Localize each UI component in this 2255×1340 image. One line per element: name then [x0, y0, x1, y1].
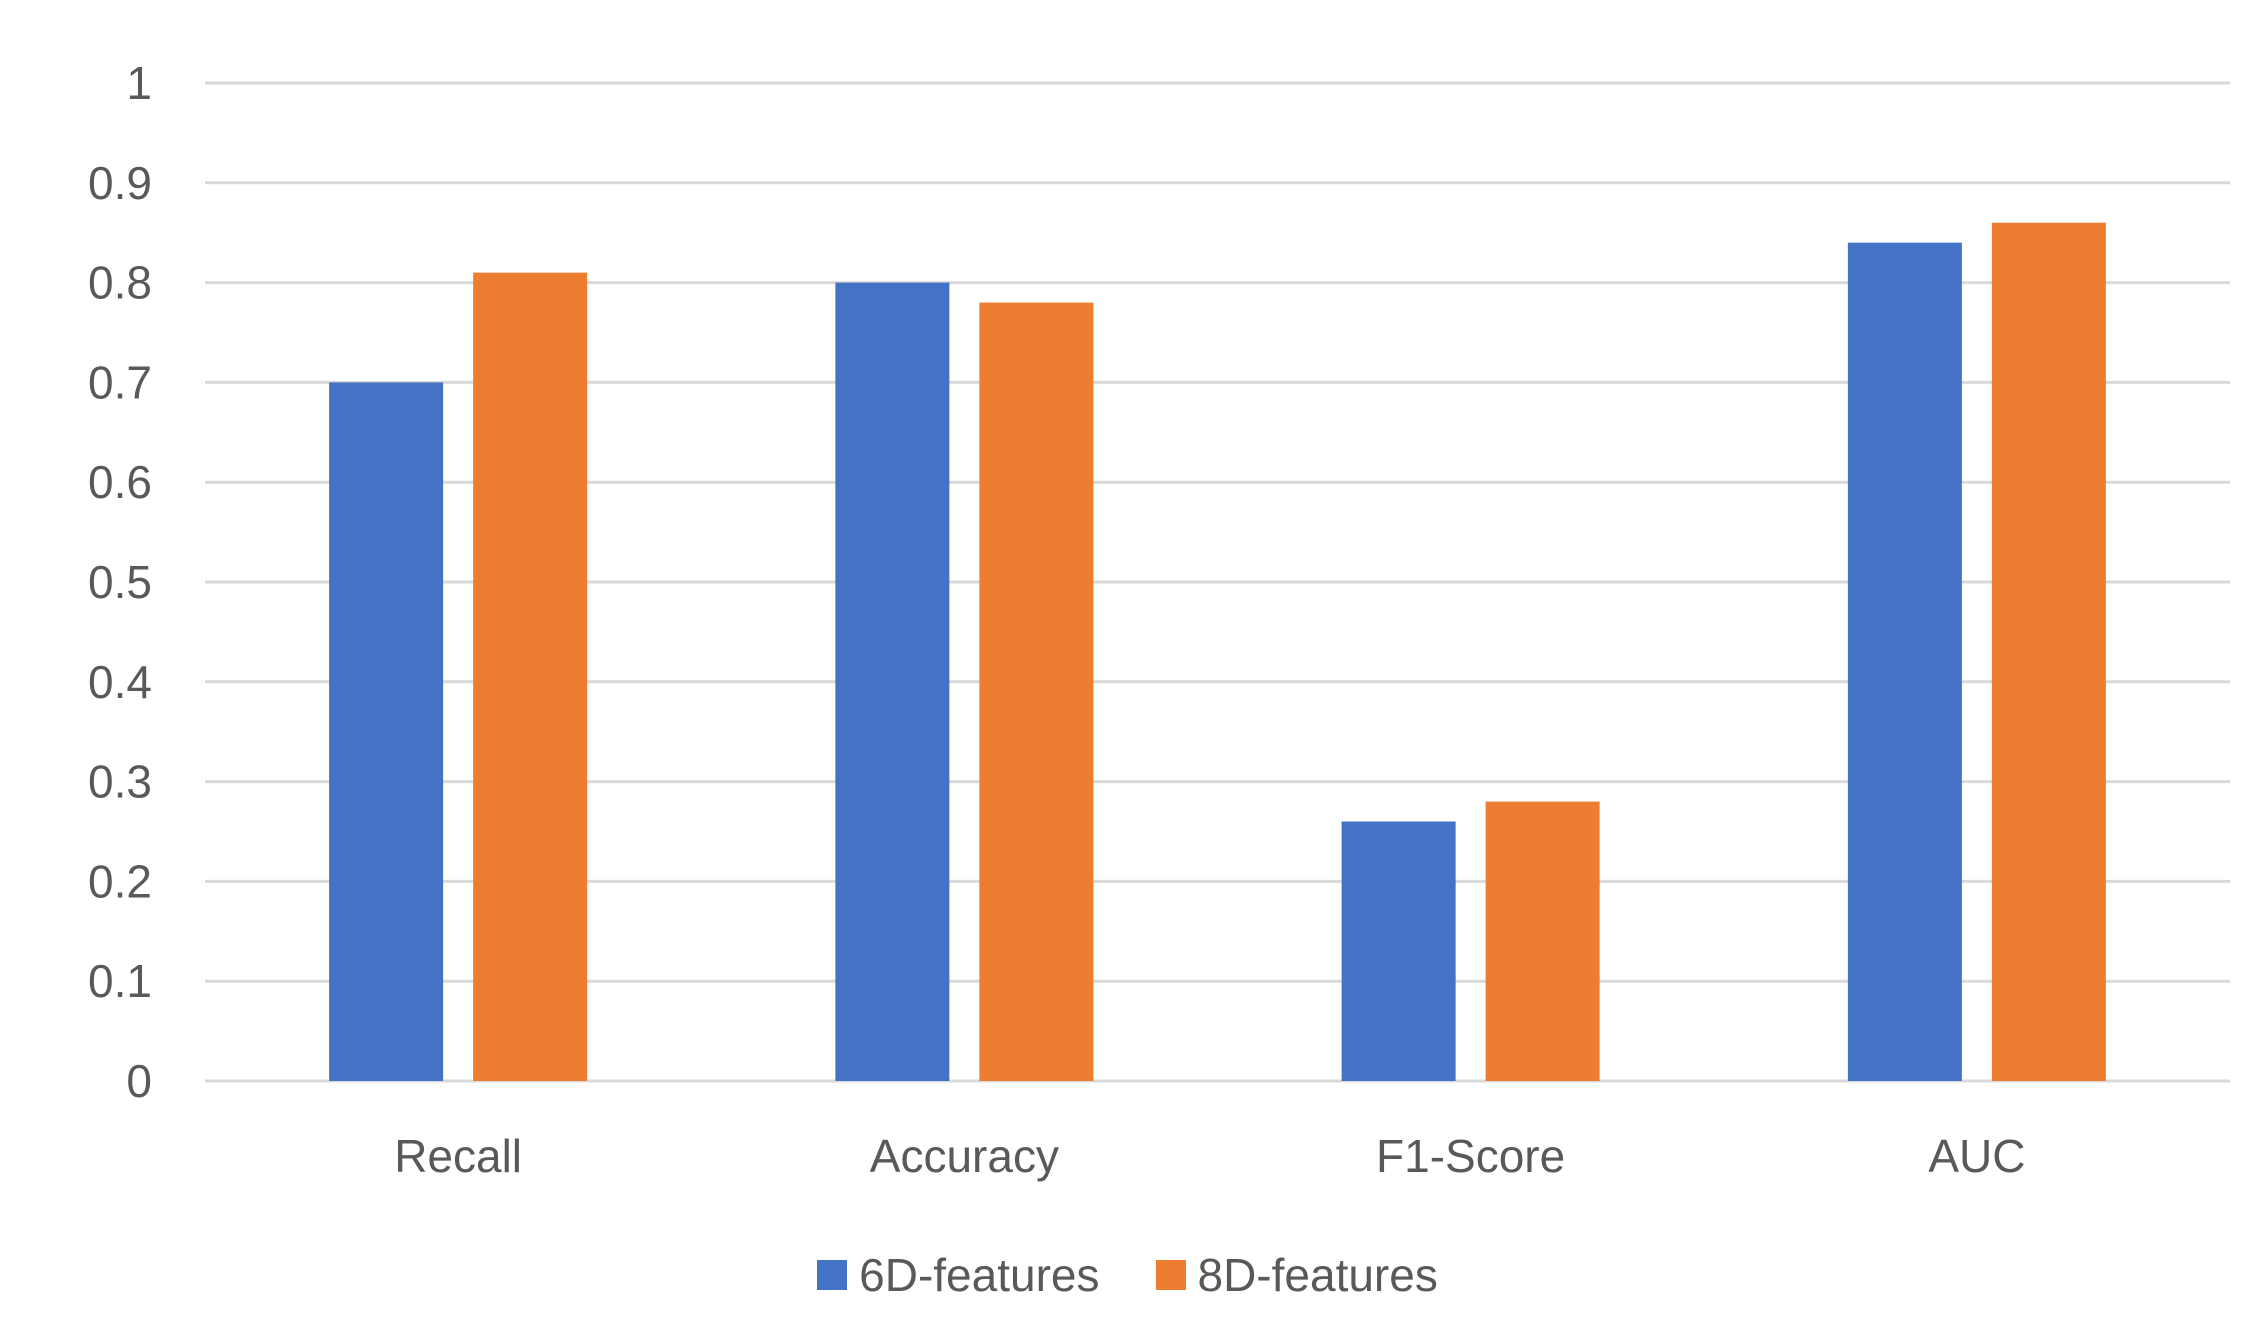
legend-swatch-series-1: [817, 1260, 848, 1290]
x-tick-label-accuracy: Accuracy: [870, 1130, 1059, 1182]
bar-auc-series-2: [1991, 222, 2106, 1082]
y-tick-label-1: 0.1: [88, 955, 152, 1007]
legend-item-series-1: 6D-features: [817, 1248, 1100, 1302]
legend: 6D-features 8D-features: [0, 1248, 2255, 1302]
bar-f1-score-series-2: [1485, 801, 1600, 1081]
legend-label-series-1: 6D-features: [859, 1249, 1100, 1301]
bar-auc-series-1: [1847, 242, 1962, 1081]
x-tick-label-f1-score: F1-Score: [1376, 1130, 1565, 1182]
bar-recall-series-2: [473, 272, 588, 1081]
legend-label-series-2: 8D-features: [1197, 1249, 1438, 1301]
y-tick-label-0: 0: [126, 1055, 152, 1107]
y-tick-label-4: 0.4: [88, 656, 152, 708]
y-tick-label-6: 0.6: [88, 456, 152, 508]
bar-accuracy-series-2: [979, 302, 1094, 1081]
y-tick-label-2: 0.2: [88, 855, 152, 907]
y-tick-label-5: 0.5: [88, 556, 152, 608]
x-axis-tick-labels: Recall Accuracy F1-Score AUC: [394, 1130, 2025, 1182]
y-tick-label-9: 0.9: [88, 157, 152, 209]
y-tick-label-8: 0.8: [88, 257, 152, 309]
bar-accuracy-series-1: [835, 282, 950, 1082]
y-tick-label-7: 0.7: [88, 356, 152, 408]
y-axis-tick-labels: 0 0.1 0.2 0.3 0.4 0.5 0.6 0.7 0.8 0.9 1: [88, 57, 152, 1107]
legend-swatch-series-2: [1155, 1260, 1186, 1290]
y-tick-label-3: 0.3: [88, 756, 152, 808]
x-tick-label-auc: AUC: [1928, 1130, 2025, 1182]
y-tick-label-10: 1: [126, 57, 152, 109]
bars: [329, 222, 2106, 1082]
x-tick-label-recall: Recall: [394, 1130, 522, 1182]
legend-item-series-2: 8D-features: [1155, 1248, 1438, 1302]
bar-recall-series-1: [329, 382, 444, 1081]
bar-f1-score-series-1: [1341, 821, 1456, 1081]
